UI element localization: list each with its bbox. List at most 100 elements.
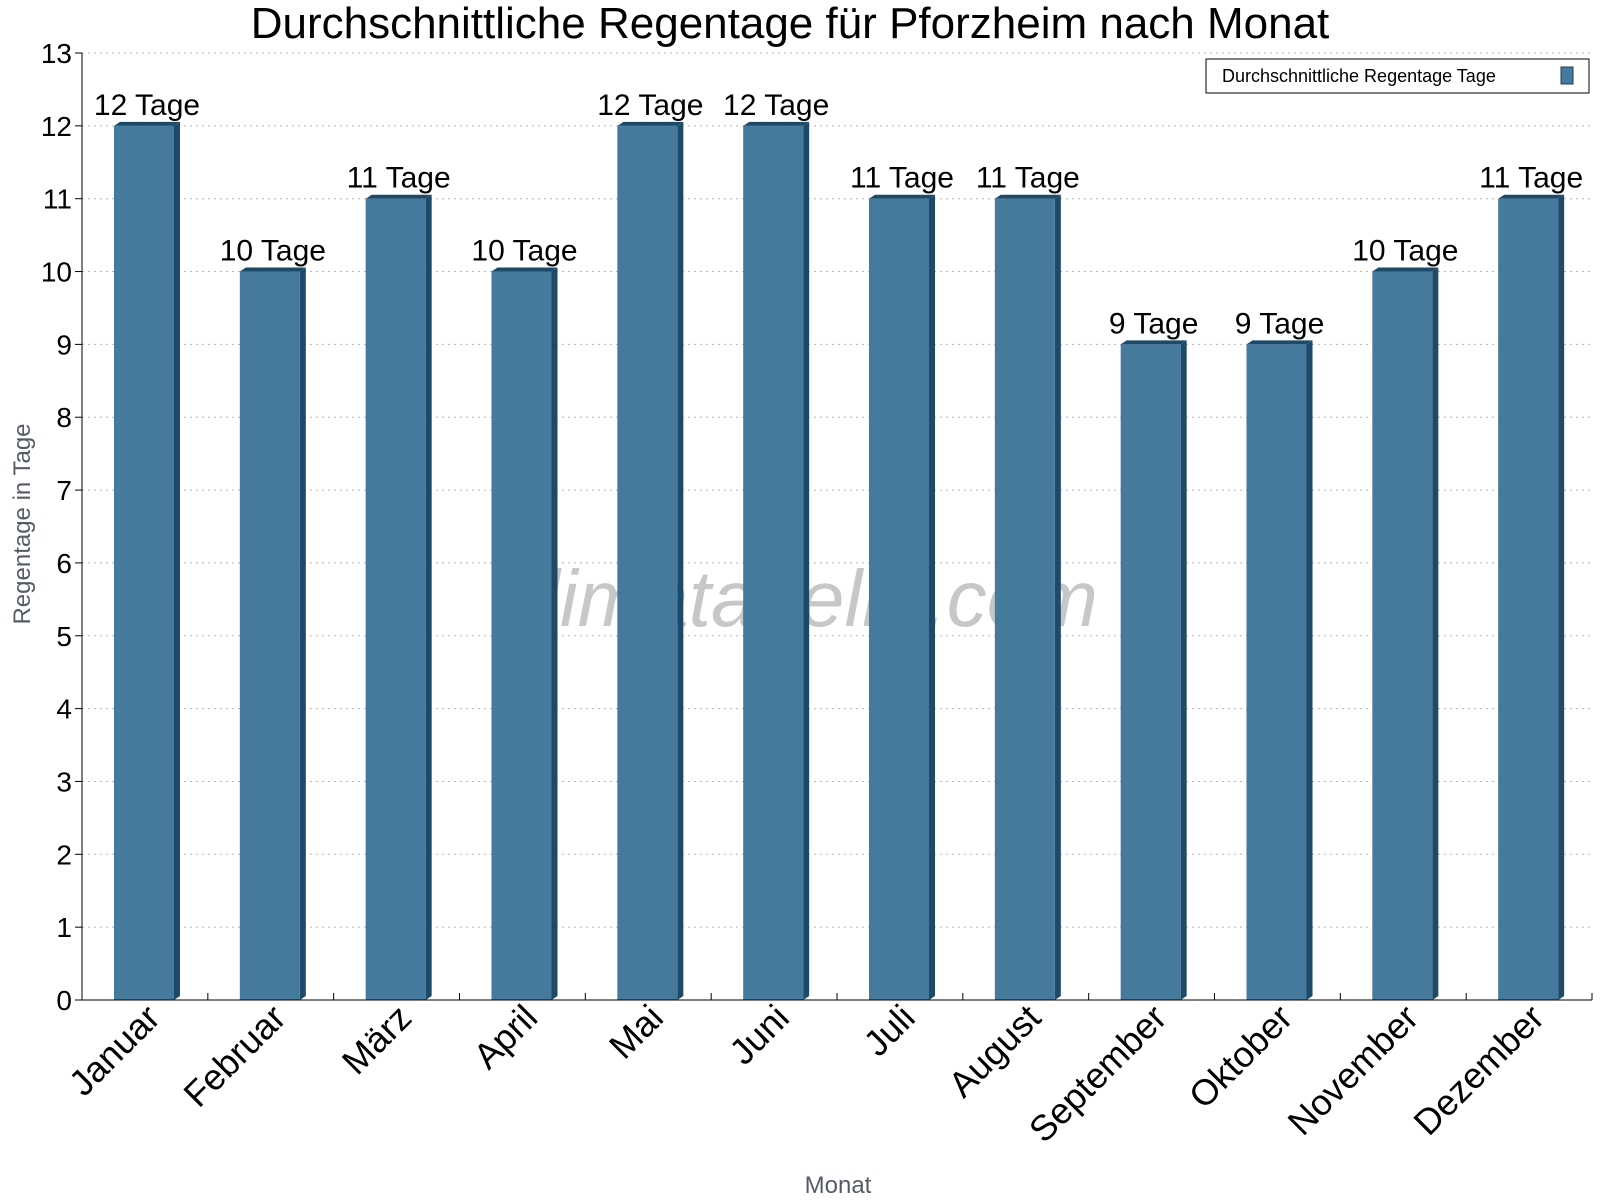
bar-6 bbox=[743, 121, 810, 1001]
chart-title: Durchschnittliche Regentage für Pforzhei… bbox=[251, 0, 1330, 48]
bar-11 bbox=[1372, 267, 1439, 1000]
data-label: 9 Tage bbox=[1235, 307, 1325, 340]
bar-front bbox=[617, 125, 678, 1001]
y-tick-label: 10 bbox=[41, 257, 72, 288]
x-tick-label: April bbox=[465, 997, 545, 1077]
y-tick-label: 1 bbox=[56, 912, 72, 943]
bar-front bbox=[1120, 344, 1181, 1000]
y-tick-label: 6 bbox=[56, 548, 72, 579]
bar-side bbox=[1054, 194, 1061, 1000]
y-tick-label: 3 bbox=[56, 766, 72, 797]
bar-top bbox=[239, 267, 306, 272]
bar-side bbox=[1558, 194, 1565, 1000]
x-tick-labels: Januar Februar März April Mai Juni Juli AugustS… bbox=[61, 997, 1552, 1151]
bar-top bbox=[491, 267, 558, 272]
data-label: 11 Tage bbox=[347, 162, 451, 195]
bar-front bbox=[491, 271, 552, 1000]
y-tick-label: 13 bbox=[41, 38, 72, 69]
bar-5 bbox=[617, 121, 684, 1001]
bar-10 bbox=[1246, 340, 1313, 1000]
bar-front bbox=[743, 125, 804, 1001]
y-axis-label: Regentage in Tage bbox=[9, 423, 36, 624]
x-tick-label: September bbox=[1021, 997, 1175, 1151]
y-tick-label: 7 bbox=[56, 475, 72, 506]
data-label: 11 Tage bbox=[976, 162, 1080, 195]
x-axis-label: Monat bbox=[805, 1172, 872, 1199]
bar-front bbox=[1246, 344, 1307, 1000]
bar-top bbox=[994, 194, 1061, 199]
data-label: 11 Tage bbox=[850, 162, 954, 195]
bar-top bbox=[743, 121, 810, 126]
bar-2 bbox=[239, 267, 306, 1000]
bar-1 bbox=[114, 121, 180, 1001]
legend: Durchschnittliche Regentage Tage bbox=[1205, 58, 1590, 94]
y-tick-label: 8 bbox=[56, 402, 72, 433]
bar-side bbox=[677, 121, 684, 1001]
data-label: 9 Tage bbox=[1109, 307, 1199, 340]
bar-side bbox=[551, 267, 558, 1000]
bar-top bbox=[1372, 267, 1439, 272]
x-tick-label: Dezember bbox=[1405, 997, 1551, 1143]
x-tick-label: März bbox=[334, 997, 420, 1083]
bar-top bbox=[617, 121, 684, 126]
bar-top bbox=[114, 121, 180, 126]
bar-side bbox=[425, 194, 432, 1000]
legend-box bbox=[1205, 58, 1590, 94]
bar-front bbox=[239, 271, 300, 1000]
legend-entry-label: Durchschnittliche Regentage Tage bbox=[1222, 66, 1496, 86]
x-tick-label: Juli bbox=[855, 997, 922, 1064]
y-tick-label: 12 bbox=[41, 111, 72, 142]
bar-side bbox=[929, 194, 935, 1000]
bar-top bbox=[365, 194, 432, 199]
data-label: 12 Tage bbox=[597, 89, 703, 122]
bars bbox=[114, 121, 1565, 1001]
bar-12 bbox=[1498, 194, 1565, 1000]
grid-lines bbox=[82, 52, 1592, 928]
bar-8 bbox=[994, 194, 1061, 1000]
bar-front bbox=[994, 198, 1055, 1000]
bar-front bbox=[114, 125, 174, 1001]
y-tick-label: 11 bbox=[43, 184, 72, 215]
bar-side bbox=[1432, 267, 1439, 1000]
y-tick-label: 2 bbox=[56, 839, 72, 870]
x-tick-label: Januar bbox=[61, 997, 168, 1104]
x-tick-label: Februar bbox=[175, 997, 293, 1115]
data-label: 12 Tage bbox=[94, 89, 200, 122]
bar-front bbox=[1498, 198, 1559, 1000]
x-tick-label: August bbox=[940, 997, 1048, 1105]
x-tick-label: Oktober bbox=[1181, 997, 1301, 1117]
bar-top bbox=[1120, 340, 1187, 345]
bar-top bbox=[1498, 194, 1565, 199]
bar-3 bbox=[365, 194, 432, 1000]
bar-front bbox=[365, 198, 426, 1000]
bar-front bbox=[869, 198, 929, 1000]
legend-swatch bbox=[1560, 66, 1574, 85]
x-tick-label: Mai bbox=[601, 997, 671, 1067]
bar-9 bbox=[1120, 340, 1187, 1000]
x-tick-label: Juni bbox=[721, 997, 797, 1073]
data-label: 12 Tage bbox=[723, 89, 829, 122]
data-labels: 12 Tage 10 Tage 11 Tage 10 Tage 12 Tage 12 Ta… bbox=[94, 89, 1583, 341]
y-tick-label: 5 bbox=[56, 621, 72, 652]
y-tick-label: 4 bbox=[56, 694, 72, 725]
bar-top bbox=[869, 194, 935, 199]
bar-top bbox=[1246, 340, 1313, 345]
bar-side bbox=[174, 121, 180, 1001]
y-tick-label: 9 bbox=[56, 329, 72, 360]
bar-side bbox=[803, 121, 810, 1001]
bar-4 bbox=[491, 267, 558, 1000]
data-label: 10 Tage bbox=[220, 235, 326, 268]
x-tick-label: November bbox=[1280, 997, 1426, 1143]
y-tick-label: 0 bbox=[56, 985, 72, 1016]
bar-side bbox=[1180, 340, 1187, 1000]
bar-7 bbox=[869, 194, 935, 1000]
bar-side bbox=[299, 267, 306, 1000]
bar-side bbox=[1306, 340, 1313, 1000]
data-label: 10 Tage bbox=[1352, 235, 1458, 268]
data-label: 10 Tage bbox=[471, 235, 577, 268]
axes bbox=[75, 52, 1593, 1001]
bar-front bbox=[1372, 271, 1433, 1000]
data-label: 11 Tage bbox=[1479, 162, 1583, 195]
